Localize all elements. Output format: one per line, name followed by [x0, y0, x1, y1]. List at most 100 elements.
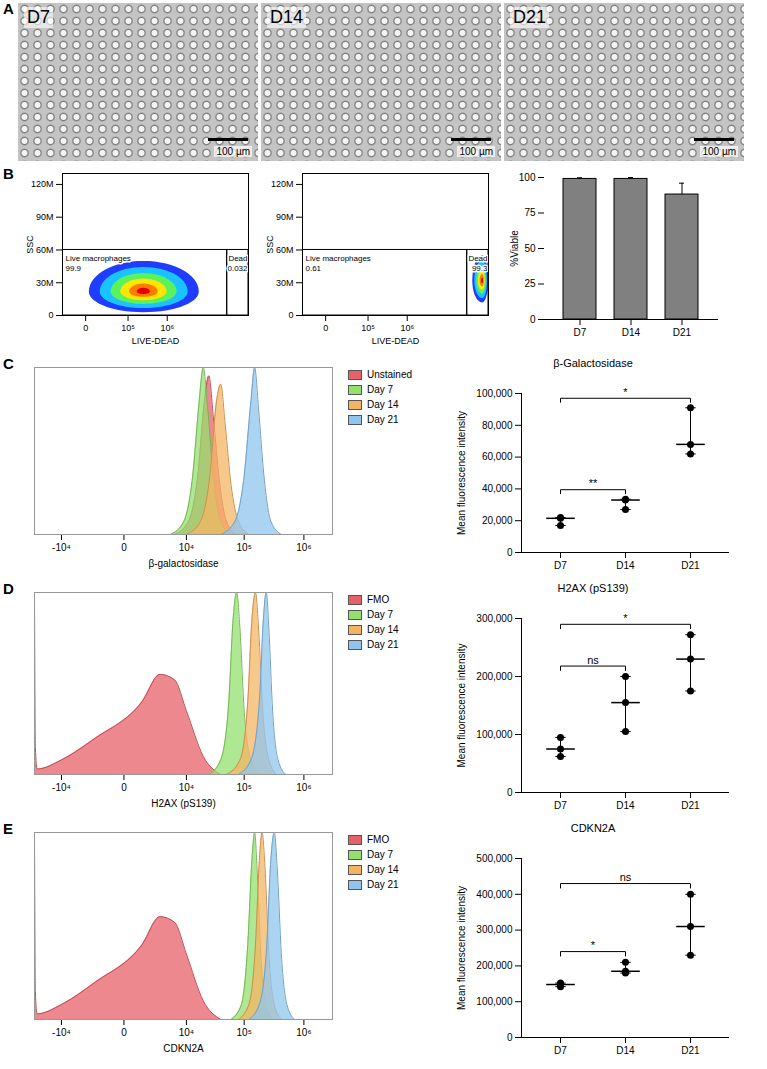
svg-text:0: 0 [507, 787, 513, 798]
svg-text:100,000: 100,000 [476, 996, 513, 1007]
svg-text:D21: D21 [681, 1045, 700, 1056]
svg-text:40,000: 40,000 [482, 483, 513, 494]
svg-text:30M: 30M [276, 278, 294, 288]
svg-text:100,000: 100,000 [476, 388, 513, 399]
svg-text:-10⁴: -10⁴ [52, 542, 71, 553]
svg-text:200,000: 200,000 [476, 960, 513, 971]
svg-text:D7: D7 [554, 560, 567, 571]
svg-text:ns: ns [620, 871, 632, 883]
svg-text:**: ** [589, 477, 598, 489]
svg-text:D14: D14 [616, 560, 635, 571]
svg-text:β-galactosidase: β-galactosidase [148, 558, 219, 569]
svg-text:75: 75 [524, 207, 536, 218]
html-text:D14: D14 [270, 7, 303, 27]
html-text:100 µm: 100 µm [702, 146, 736, 157]
svg-text:LIVE-DEAD: LIVE-DEAD [132, 336, 180, 346]
html-text:H2AX (pS139): H2AX (pS139) [557, 582, 629, 594]
svg-text:D14: D14 [616, 1045, 635, 1056]
svg-text:50: 50 [524, 243, 536, 254]
svg-text:*: * [623, 612, 628, 624]
html-text:D21: D21 [513, 7, 546, 27]
svg-text:0: 0 [83, 323, 88, 333]
svg-text:80,000: 80,000 [482, 420, 513, 431]
svg-text:%Viable: %Viable [509, 230, 520, 267]
svg-text:LIVE-DEAD: LIVE-DEAD [372, 336, 420, 346]
html-text:CDKN2A: CDKN2A [570, 822, 616, 834]
svg-text:H2AX (pS139): H2AX (pS139) [151, 798, 215, 809]
svg-text:10⁶: 10⁶ [160, 323, 174, 333]
svg-text:0: 0 [288, 310, 293, 320]
svg-text:0: 0 [530, 314, 536, 325]
svg-text:SSC: SSC [265, 235, 275, 254]
svg-text:Dead: Dead [228, 254, 247, 263]
svg-text:99.9: 99.9 [66, 264, 82, 273]
svg-text:-10⁴: -10⁴ [52, 1027, 71, 1038]
svg-text:10⁵: 10⁵ [361, 323, 375, 333]
svg-text:120M: 120M [271, 179, 294, 189]
svg-text:300,000: 300,000 [476, 924, 513, 935]
html-text:100 µm: 100 µm [216, 146, 250, 157]
svg-text:D21: D21 [673, 327, 692, 338]
svg-text:200,000: 200,000 [476, 671, 513, 682]
svg-text:0: 0 [507, 547, 513, 558]
svg-text:*: * [591, 939, 596, 951]
svg-text:10⁵: 10⁵ [121, 323, 135, 333]
svg-text:0: 0 [507, 1032, 513, 1043]
svg-text:10⁵: 10⁵ [237, 782, 252, 793]
html-text:β-Galactosidase: β-Galactosidase [553, 357, 633, 369]
svg-text:D14: D14 [622, 327, 641, 338]
svg-text:90M: 90M [276, 212, 294, 222]
svg-text:10⁵: 10⁵ [237, 1027, 252, 1038]
svg-text:10⁵: 10⁵ [237, 542, 252, 553]
svg-text:D7: D7 [554, 1045, 567, 1056]
svg-text:10⁶: 10⁶ [296, 1027, 311, 1038]
svg-text:90M: 90M [36, 212, 54, 222]
svg-text:0: 0 [121, 782, 127, 793]
svg-text:D21: D21 [681, 800, 700, 811]
svg-text:*: * [623, 386, 628, 398]
svg-text:300,000: 300,000 [476, 613, 513, 624]
svg-text:0: 0 [121, 542, 127, 553]
svg-text:500,000: 500,000 [476, 853, 513, 864]
svg-text:D21: D21 [681, 560, 700, 571]
svg-text:Mean fluorescence intensity: Mean fluorescence intensity [456, 886, 467, 1010]
svg-text:Dead: Dead [468, 254, 487, 263]
svg-text:120M: 120M [31, 179, 54, 189]
svg-text:0.61: 0.61 [306, 264, 322, 273]
svg-text:10⁶: 10⁶ [296, 782, 311, 793]
svg-text:30M: 30M [36, 278, 54, 288]
svg-text:Live macrophages: Live macrophages [66, 254, 131, 263]
html-text:B: B [3, 165, 14, 182]
svg-text:10⁴: 10⁴ [179, 542, 194, 553]
svg-text:10⁶: 10⁶ [296, 542, 311, 553]
svg-text:-10⁴: -10⁴ [52, 782, 71, 793]
svg-text:D7: D7 [554, 800, 567, 811]
svg-text:60,000: 60,000 [482, 451, 513, 462]
svg-text:25: 25 [524, 278, 536, 289]
svg-text:SSC: SSC [25, 235, 35, 254]
svg-text:10⁴: 10⁴ [179, 1027, 194, 1038]
svg-text:Mean fluorescence intensity: Mean fluorescence intensity [456, 644, 467, 768]
svg-text:CDKN2A: CDKN2A [163, 1043, 204, 1054]
svg-text:Live macrophages: Live macrophages [306, 254, 371, 263]
svg-text:Mean fluorescence intensity: Mean fluorescence intensity [456, 411, 467, 535]
svg-text:D14: D14 [616, 800, 635, 811]
svg-text:100,000: 100,000 [476, 729, 513, 740]
svg-text:0: 0 [48, 310, 53, 320]
svg-text:100: 100 [519, 172, 536, 183]
svg-text:0: 0 [121, 1027, 127, 1038]
html-text:A: A [3, 0, 14, 17]
svg-text:400,000: 400,000 [476, 889, 513, 900]
html-text:100 µm: 100 µm [459, 146, 493, 157]
svg-text:0: 0 [323, 323, 328, 333]
svg-text:10⁶: 10⁶ [400, 323, 414, 333]
svg-text:10⁴: 10⁴ [179, 782, 194, 793]
html-text:D7: D7 [27, 7, 50, 27]
svg-text:20,000: 20,000 [482, 515, 513, 526]
svg-text:0.032: 0.032 [227, 264, 248, 273]
svg-text:60M: 60M [276, 245, 294, 255]
svg-text:ns: ns [587, 654, 599, 666]
svg-text:60M: 60M [36, 245, 54, 255]
svg-text:D7: D7 [574, 327, 587, 338]
svg-text:99.3: 99.3 [472, 264, 488, 273]
